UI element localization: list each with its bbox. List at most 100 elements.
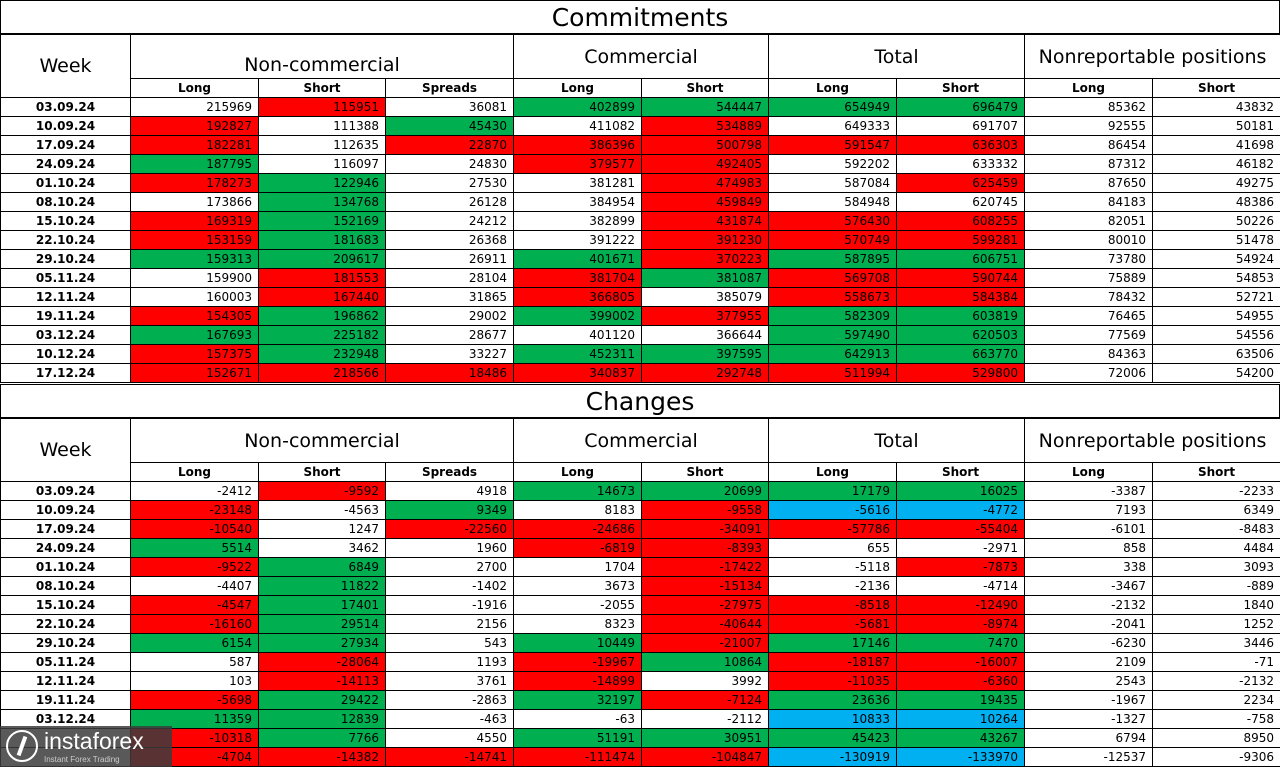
week-cell: 03.09.24 xyxy=(0,97,131,117)
value-cell: -4547 xyxy=(130,595,259,615)
value-cell: 534889 xyxy=(640,116,770,136)
value-cell: -8518 xyxy=(768,595,898,615)
value-cell: -2412 xyxy=(130,481,259,501)
value-cell: 232948 xyxy=(258,344,386,364)
value-cell: 28104 xyxy=(385,268,514,288)
value-cell: 182281 xyxy=(130,135,259,155)
value-cell: 511994 xyxy=(768,363,898,383)
value-cell: 54955 xyxy=(1152,306,1280,326)
value-cell: 84363 xyxy=(1024,344,1154,364)
table-row: 19.11.24 -5698 29422 -2863 32197 -7124 23636 19… xyxy=(0,690,1280,710)
value-cell: -14741 xyxy=(385,747,514,767)
week-cell: 01.10.24 xyxy=(0,173,131,193)
value-cell: 1704 xyxy=(513,557,642,577)
value-cell: 370223 xyxy=(640,249,770,269)
table-row: 10.09.24 -23148 -4563 9349 8183 -9558 -5616 -47… xyxy=(0,500,1280,520)
value-cell: 3446 xyxy=(1152,633,1280,653)
value-cell: -71 xyxy=(1152,652,1280,672)
value-cell: 292748 xyxy=(640,363,770,383)
value-cell: 584948 xyxy=(768,192,898,212)
value-cell: 6154 xyxy=(130,633,259,653)
nonreportable-short-header: Short xyxy=(1152,462,1280,482)
value-cell: 576430 xyxy=(768,211,898,231)
value-cell: 225182 xyxy=(258,325,386,345)
value-cell: 18486 xyxy=(385,363,514,383)
value-cell: 382899 xyxy=(513,211,642,231)
value-cell: 340837 xyxy=(513,363,642,383)
value-cell: 209617 xyxy=(258,249,386,269)
table-row: 05.11.24 587 -28064 1193 -19967 10864 -18187 -1… xyxy=(0,652,1280,672)
value-cell: -12490 xyxy=(896,595,1026,615)
value-cell: -4407 xyxy=(130,576,259,596)
value-cell: 399002 xyxy=(513,306,642,326)
value-cell: 2543 xyxy=(1024,671,1154,691)
nonreportable-short-header: Short xyxy=(1152,78,1280,98)
nonreportable-long-header: Long xyxy=(1024,78,1154,98)
table-row: 01.10.24 178273 122946 27530 381281 474983 587… xyxy=(0,173,1280,193)
total-header: Total xyxy=(768,34,1026,79)
value-cell: 46182 xyxy=(1152,154,1280,174)
value-cell: 87650 xyxy=(1024,173,1154,193)
value-cell: 3992 xyxy=(640,671,770,691)
value-cell: 54200 xyxy=(1152,363,1280,383)
value-cell: 103 xyxy=(130,671,259,691)
changes-section: Changes Week Non-commercial Commercial T… xyxy=(0,384,1280,767)
value-cell: 181683 xyxy=(258,230,386,250)
value-cell: 154305 xyxy=(130,306,259,326)
value-cell: -3467 xyxy=(1024,576,1154,596)
value-cell: 858 xyxy=(1024,538,1154,558)
value-cell: -28064 xyxy=(258,652,386,672)
commitments-section: Commitments Week Non-commercial Commerci… xyxy=(0,0,1280,383)
week-cell: 19.11.24 xyxy=(0,306,131,326)
value-cell: 402899 xyxy=(513,97,642,117)
value-cell: -63 xyxy=(513,709,642,729)
value-cell: 384954 xyxy=(513,192,642,212)
value-cell: 599281 xyxy=(896,230,1026,250)
value-cell: 17179 xyxy=(768,481,898,501)
value-cell: 1840 xyxy=(1152,595,1280,615)
value-cell: -7124 xyxy=(640,690,770,710)
value-cell: 33227 xyxy=(385,344,514,364)
total-short-header: Short xyxy=(896,78,1026,98)
value-cell: 1960 xyxy=(385,538,514,558)
table-row: 22.10.24 153159 181683 26368 391222 391230 570… xyxy=(0,230,1280,250)
value-cell: 2156 xyxy=(385,614,514,634)
value-cell: 27934 xyxy=(258,633,386,653)
value-cell: 8950 xyxy=(1152,728,1280,748)
value-cell: 10449 xyxy=(513,633,642,653)
value-cell: -9306 xyxy=(1152,747,1280,767)
value-cell: 31865 xyxy=(385,287,514,307)
value-cell: 51478 xyxy=(1152,230,1280,250)
table-row: 08.10.24 -4407 11822 -1402 3673 -15134 -2136 -4… xyxy=(0,576,1280,596)
commercial-long-header: Long xyxy=(513,78,642,98)
value-cell: 116097 xyxy=(258,154,386,174)
commercial-header: Commercial xyxy=(512,418,770,463)
value-cell: 625459 xyxy=(896,173,1026,193)
commercial-short-header: Short xyxy=(640,78,770,98)
value-cell: 1193 xyxy=(385,652,514,672)
value-cell: -9592 xyxy=(258,481,386,501)
value-cell: 54924 xyxy=(1152,249,1280,269)
value-cell: -8483 xyxy=(1152,519,1280,539)
value-cell: 22870 xyxy=(385,135,514,155)
value-cell: 529800 xyxy=(896,363,1026,383)
value-cell: 569708 xyxy=(768,268,898,288)
value-cell: 691707 xyxy=(896,116,1026,136)
value-cell: -8974 xyxy=(896,614,1026,634)
value-cell: 48386 xyxy=(1152,192,1280,212)
value-cell: 500798 xyxy=(640,135,770,155)
value-cell: 14673 xyxy=(513,481,642,501)
value-cell: 167440 xyxy=(258,287,386,307)
value-cell: -758 xyxy=(1152,709,1280,729)
value-cell: -2112 xyxy=(640,709,770,729)
value-cell: 633332 xyxy=(896,154,1026,174)
value-cell: 11822 xyxy=(258,576,386,596)
value-cell: 50181 xyxy=(1152,116,1280,136)
value-cell: 78432 xyxy=(1024,287,1154,307)
nonreportable-long-header: Long xyxy=(1024,462,1154,482)
value-cell: 459849 xyxy=(640,192,770,212)
value-cell: -2233 xyxy=(1152,481,1280,501)
value-cell: 366644 xyxy=(640,325,770,345)
value-cell: 115951 xyxy=(258,97,386,117)
value-cell: 7470 xyxy=(896,633,1026,653)
